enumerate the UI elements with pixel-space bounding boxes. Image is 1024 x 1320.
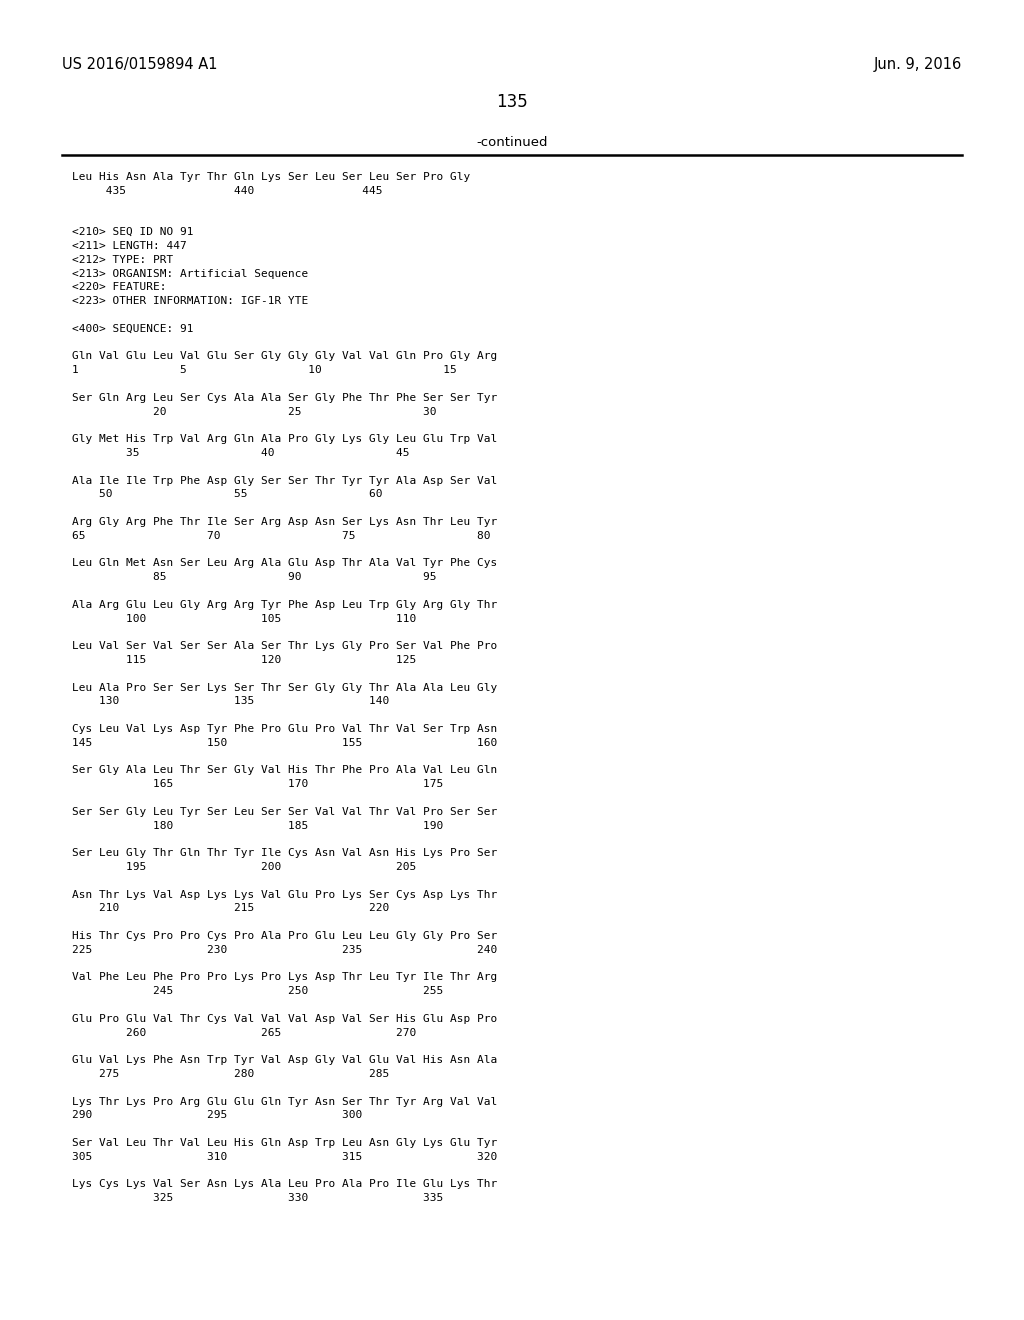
Text: 20                  25                  30: 20 25 30 xyxy=(72,407,436,417)
Text: -continued: -continued xyxy=(476,136,548,149)
Text: 275                 280                 285: 275 280 285 xyxy=(72,1069,389,1078)
Text: Gly Met His Trp Val Arg Gln Ala Pro Gly Lys Gly Leu Glu Trp Val: Gly Met His Trp Val Arg Gln Ala Pro Gly … xyxy=(72,434,498,445)
Text: Gln Val Glu Leu Val Glu Ser Gly Gly Gly Val Val Gln Pro Gly Arg: Gln Val Glu Leu Val Glu Ser Gly Gly Gly … xyxy=(72,351,498,362)
Text: Leu His Asn Ala Tyr Thr Gln Lys Ser Leu Ser Leu Ser Pro Gly: Leu His Asn Ala Tyr Thr Gln Lys Ser Leu … xyxy=(72,172,470,182)
Text: His Thr Cys Pro Pro Cys Pro Ala Pro Glu Leu Leu Gly Gly Pro Ser: His Thr Cys Pro Pro Cys Pro Ala Pro Glu … xyxy=(72,931,498,941)
Text: 245                 250                 255: 245 250 255 xyxy=(72,986,443,997)
Text: Ser Ser Gly Leu Tyr Ser Leu Ser Ser Val Val Thr Val Pro Ser Ser: Ser Ser Gly Leu Tyr Ser Leu Ser Ser Val … xyxy=(72,807,498,817)
Text: 180                 185                 190: 180 185 190 xyxy=(72,821,443,830)
Text: Ser Val Leu Thr Val Leu His Gln Asp Trp Leu Asn Gly Lys Glu Tyr: Ser Val Leu Thr Val Leu His Gln Asp Trp … xyxy=(72,1138,498,1148)
Text: 145                 150                 155                 160: 145 150 155 160 xyxy=(72,738,498,748)
Text: Ala Ile Ile Trp Phe Asp Gly Ser Ser Thr Tyr Tyr Ala Asp Ser Val: Ala Ile Ile Trp Phe Asp Gly Ser Ser Thr … xyxy=(72,475,498,486)
Text: Jun. 9, 2016: Jun. 9, 2016 xyxy=(873,58,962,73)
Text: <211> LENGTH: 447: <211> LENGTH: 447 xyxy=(72,242,186,251)
Text: Asn Thr Lys Val Asp Lys Lys Val Glu Pro Lys Ser Cys Asp Lys Thr: Asn Thr Lys Val Asp Lys Lys Val Glu Pro … xyxy=(72,890,498,900)
Text: Ser Gln Arg Leu Ser Cys Ala Ala Ser Gly Phe Thr Phe Ser Ser Tyr: Ser Gln Arg Leu Ser Cys Ala Ala Ser Gly … xyxy=(72,393,498,403)
Text: Arg Gly Arg Phe Thr Ile Ser Arg Asp Asn Ser Lys Asn Thr Leu Tyr: Arg Gly Arg Phe Thr Ile Ser Arg Asp Asn … xyxy=(72,517,498,527)
Text: 225                 230                 235                 240: 225 230 235 240 xyxy=(72,945,498,954)
Text: 135: 135 xyxy=(496,92,528,111)
Text: Val Phe Leu Phe Pro Pro Lys Pro Lys Asp Thr Leu Tyr Ile Thr Arg: Val Phe Leu Phe Pro Pro Lys Pro Lys Asp … xyxy=(72,973,498,982)
Text: 85                  90                  95: 85 90 95 xyxy=(72,572,436,582)
Text: 100                 105                 110: 100 105 110 xyxy=(72,614,416,623)
Text: US 2016/0159894 A1: US 2016/0159894 A1 xyxy=(62,58,217,73)
Text: <400> SEQUENCE: 91: <400> SEQUENCE: 91 xyxy=(72,323,194,334)
Text: 35                  40                  45: 35 40 45 xyxy=(72,447,410,458)
Text: 165                 170                 175: 165 170 175 xyxy=(72,779,443,789)
Text: 65                  70                  75                  80: 65 70 75 80 xyxy=(72,531,490,541)
Text: Leu Val Ser Val Ser Ser Ala Ser Thr Lys Gly Pro Ser Val Phe Pro: Leu Val Ser Val Ser Ser Ala Ser Thr Lys … xyxy=(72,642,498,651)
Text: Glu Pro Glu Val Thr Cys Val Val Val Asp Val Ser His Glu Asp Pro: Glu Pro Glu Val Thr Cys Val Val Val Asp … xyxy=(72,1014,498,1024)
Text: 195                 200                 205: 195 200 205 xyxy=(72,862,416,873)
Text: 210                 215                 220: 210 215 220 xyxy=(72,903,389,913)
Text: 50                  55                  60: 50 55 60 xyxy=(72,490,383,499)
Text: Lys Thr Lys Pro Arg Glu Glu Gln Tyr Asn Ser Thr Tyr Arg Val Val: Lys Thr Lys Pro Arg Glu Glu Gln Tyr Asn … xyxy=(72,1097,498,1106)
Text: <212> TYPE: PRT: <212> TYPE: PRT xyxy=(72,255,173,265)
Text: 260                 265                 270: 260 265 270 xyxy=(72,1027,416,1038)
Text: 305                 310                 315                 320: 305 310 315 320 xyxy=(72,1152,498,1162)
Text: Glu Val Lys Phe Asn Trp Tyr Val Asp Gly Val Glu Val His Asn Ala: Glu Val Lys Phe Asn Trp Tyr Val Asp Gly … xyxy=(72,1055,498,1065)
Text: Leu Ala Pro Ser Ser Lys Ser Thr Ser Gly Gly Thr Ala Ala Leu Gly: Leu Ala Pro Ser Ser Lys Ser Thr Ser Gly … xyxy=(72,682,498,693)
Text: 115                 120                 125: 115 120 125 xyxy=(72,655,416,665)
Text: <220> FEATURE:: <220> FEATURE: xyxy=(72,282,167,293)
Text: Ala Arg Glu Leu Gly Arg Arg Tyr Phe Asp Leu Trp Gly Arg Gly Thr: Ala Arg Glu Leu Gly Arg Arg Tyr Phe Asp … xyxy=(72,599,498,610)
Text: 325                 330                 335: 325 330 335 xyxy=(72,1193,443,1204)
Text: Ser Gly Ala Leu Thr Ser Gly Val His Thr Phe Pro Ala Val Leu Gln: Ser Gly Ala Leu Thr Ser Gly Val His Thr … xyxy=(72,766,498,775)
Text: Cys Leu Val Lys Asp Tyr Phe Pro Glu Pro Val Thr Val Ser Trp Asn: Cys Leu Val Lys Asp Tyr Phe Pro Glu Pro … xyxy=(72,723,498,734)
Text: <223> OTHER INFORMATION: IGF-1R YTE: <223> OTHER INFORMATION: IGF-1R YTE xyxy=(72,296,308,306)
Text: Leu Gln Met Asn Ser Leu Arg Ala Glu Asp Thr Ala Val Tyr Phe Cys: Leu Gln Met Asn Ser Leu Arg Ala Glu Asp … xyxy=(72,558,498,569)
Text: 130                 135                 140: 130 135 140 xyxy=(72,697,389,706)
Text: Ser Leu Gly Thr Gln Thr Tyr Ile Cys Asn Val Asn His Lys Pro Ser: Ser Leu Gly Thr Gln Thr Tyr Ile Cys Asn … xyxy=(72,849,498,858)
Text: <210> SEQ ID NO 91: <210> SEQ ID NO 91 xyxy=(72,227,194,238)
Text: 1               5                  10                  15: 1 5 10 15 xyxy=(72,366,457,375)
Text: 290                 295                 300: 290 295 300 xyxy=(72,1110,362,1121)
Text: <213> ORGANISM: Artificial Sequence: <213> ORGANISM: Artificial Sequence xyxy=(72,268,308,279)
Text: Lys Cys Lys Val Ser Asn Lys Ala Leu Pro Ala Pro Ile Glu Lys Thr: Lys Cys Lys Val Ser Asn Lys Ala Leu Pro … xyxy=(72,1179,498,1189)
Text: 435                440                445: 435 440 445 xyxy=(72,186,383,195)
